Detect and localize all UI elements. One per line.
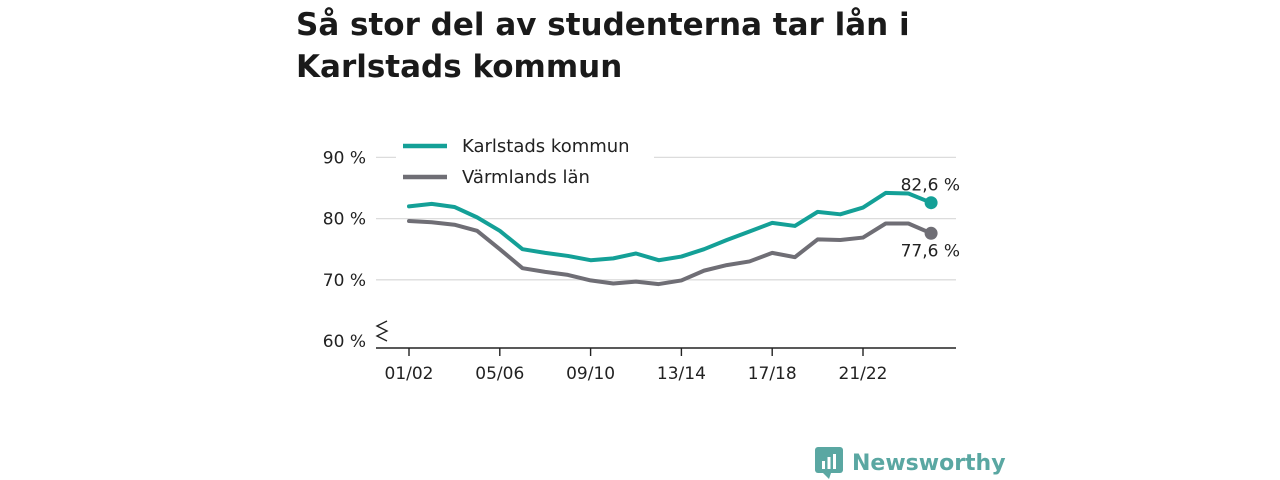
end-value-label: 77,6 % <box>901 241 960 261</box>
end-value-label: 82,6 % <box>901 176 960 196</box>
y-tick-label: 60 % <box>323 332 366 352</box>
series-line <box>407 219 934 287</box>
x-tick-label: 01/02 <box>385 364 434 384</box>
x-tick-label: 09/10 <box>566 364 615 384</box>
x-tick-label: 17/18 <box>748 364 797 384</box>
series-end-point <box>924 226 938 240</box>
newsworthy-logo-icon <box>815 447 843 479</box>
series-lines <box>407 190 938 287</box>
legend-background <box>396 130 654 192</box>
x-tick-label: 21/22 <box>839 364 888 384</box>
brand-logo: Newsworthy <box>814 446 1006 480</box>
chart-title: Så stor del av studenterna tar lån i Kar… <box>296 7 910 85</box>
x-tick-label: 05/06 <box>475 364 524 384</box>
axis-break-icon <box>375 320 389 342</box>
legend-label: Karlstads kommun <box>462 136 630 157</box>
series-line <box>407 190 934 263</box>
legend: Karlstads kommun Värmlands län <box>396 130 654 192</box>
end-labels: 82,6 % 77,6 % <box>901 176 960 262</box>
x-axis: 01/02 05/06 09/10 13/14 17/18 21/22 <box>376 347 956 384</box>
y-tick-label: 70 % <box>323 271 366 291</box>
y-tick-label: 90 % <box>323 148 366 168</box>
y-axis: 60 % 70 % 80 % 90 % <box>323 148 389 352</box>
y-tick-label: 80 % <box>323 210 366 230</box>
brand-name: Newsworthy <box>852 450 1006 476</box>
legend-label: Värmlands län <box>462 167 590 188</box>
x-tick-label: 13/14 <box>657 364 706 384</box>
series-end-point <box>924 196 938 210</box>
